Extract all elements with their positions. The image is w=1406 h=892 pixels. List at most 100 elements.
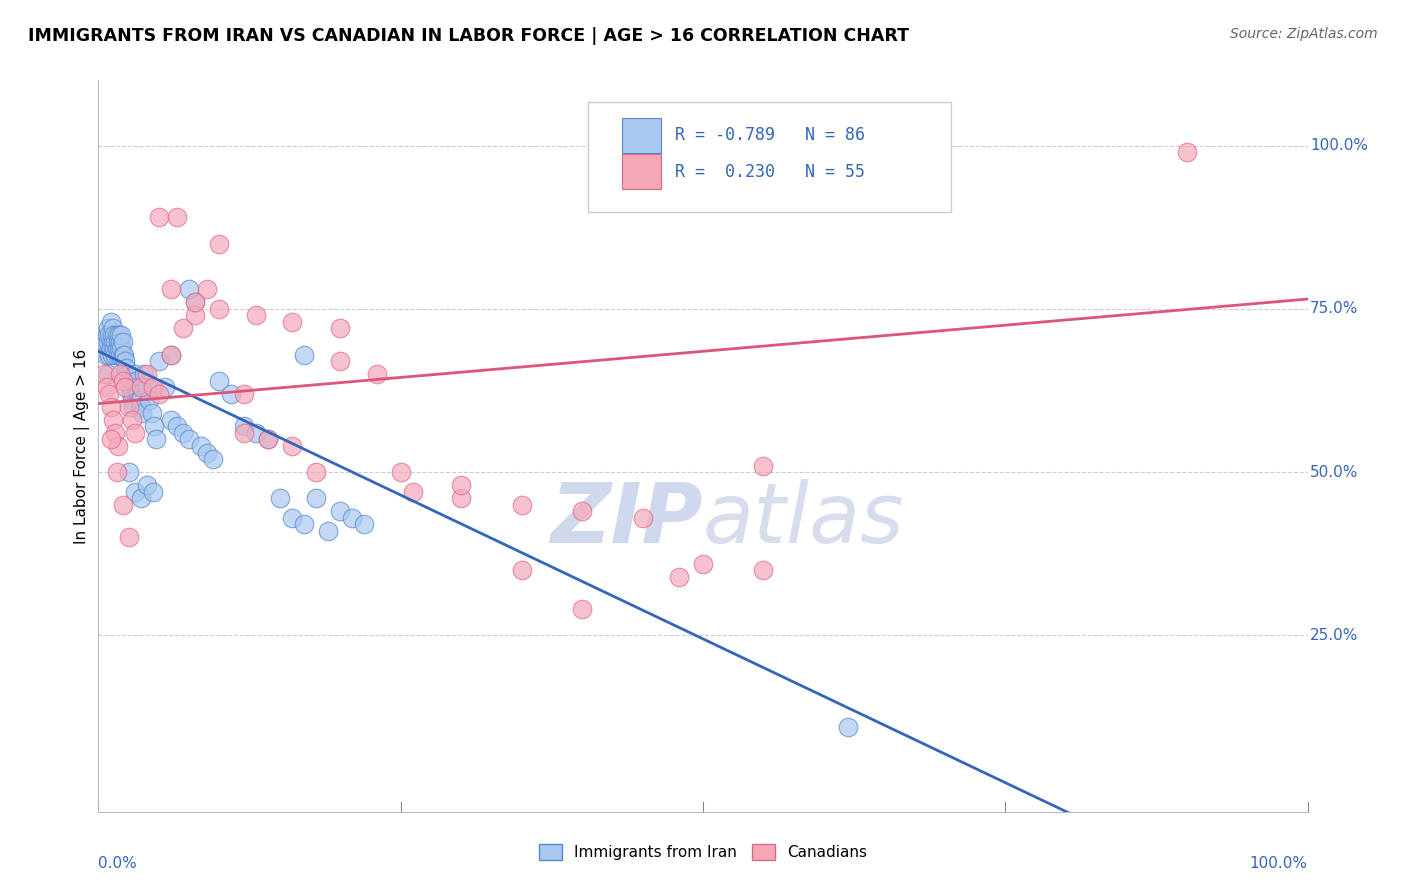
- Point: [221, 386, 243, 401]
- Point: [177, 433, 201, 447]
- Point: [752, 563, 775, 577]
- Point: [124, 425, 146, 440]
- Point: [105, 328, 128, 343]
- Point: [305, 465, 328, 479]
- Point: [145, 433, 167, 447]
- Point: [245, 425, 267, 440]
- Text: 100.0%: 100.0%: [1250, 855, 1308, 871]
- Point: [118, 530, 141, 544]
- Point: [118, 380, 141, 394]
- Point: [510, 563, 533, 577]
- Point: [93, 334, 115, 349]
- Text: R =  0.230   N = 55: R = 0.230 N = 55: [675, 162, 865, 181]
- Point: [105, 341, 128, 355]
- Point: [94, 348, 117, 362]
- Point: [114, 354, 136, 368]
- Point: [93, 367, 115, 381]
- Point: [281, 511, 304, 525]
- Point: [631, 511, 654, 525]
- Point: [316, 524, 339, 538]
- Point: [148, 354, 170, 368]
- Point: [104, 334, 127, 349]
- Point: [232, 425, 254, 440]
- Point: [752, 458, 775, 473]
- Point: [115, 360, 138, 375]
- Point: [108, 341, 131, 355]
- Point: [121, 413, 143, 427]
- Point: [153, 380, 176, 394]
- Text: 25.0%: 25.0%: [1310, 628, 1358, 643]
- Point: [97, 367, 120, 381]
- Y-axis label: In Labor Force | Age > 16: In Labor Force | Age > 16: [75, 349, 90, 543]
- Point: [107, 439, 129, 453]
- Point: [172, 321, 194, 335]
- Point: [329, 354, 352, 368]
- Point: [124, 367, 146, 381]
- Point: [100, 400, 122, 414]
- Point: [129, 380, 152, 394]
- Point: [232, 419, 254, 434]
- Point: [184, 309, 207, 323]
- Point: [131, 406, 153, 420]
- Point: [118, 374, 141, 388]
- Point: [166, 211, 188, 225]
- Point: [305, 491, 328, 506]
- Point: [571, 504, 593, 518]
- Point: [101, 334, 124, 349]
- Text: 50.0%: 50.0%: [1310, 465, 1358, 480]
- Point: [402, 484, 425, 499]
- Point: [98, 386, 121, 401]
- Point: [108, 328, 131, 343]
- Point: [128, 393, 150, 408]
- Point: [101, 413, 124, 427]
- Point: [100, 328, 122, 343]
- Point: [208, 374, 231, 388]
- Point: [292, 517, 315, 532]
- Point: [108, 367, 131, 381]
- Point: [668, 569, 690, 583]
- Point: [195, 282, 218, 296]
- Point: [98, 348, 121, 362]
- Point: [184, 295, 207, 310]
- Point: [97, 334, 120, 349]
- Point: [121, 393, 143, 408]
- Point: [100, 341, 122, 355]
- Point: [134, 367, 156, 381]
- Point: [111, 348, 134, 362]
- Point: [98, 328, 121, 343]
- Point: [329, 504, 352, 518]
- Text: ZIP: ZIP: [550, 479, 703, 559]
- Point: [135, 367, 157, 381]
- Point: [160, 348, 183, 362]
- Point: [510, 498, 533, 512]
- Point: [184, 295, 207, 310]
- Point: [97, 321, 120, 335]
- Point: [135, 478, 157, 492]
- Point: [172, 425, 194, 440]
- Point: [166, 419, 188, 434]
- Point: [195, 445, 218, 459]
- Bar: [621, 118, 661, 153]
- Point: [120, 386, 142, 401]
- Point: [118, 400, 141, 414]
- Point: [103, 341, 125, 355]
- Point: [122, 400, 145, 414]
- Point: [160, 282, 183, 296]
- Bar: [621, 154, 661, 189]
- Point: [202, 452, 225, 467]
- Point: [353, 517, 375, 532]
- Point: [107, 348, 129, 362]
- Text: IMMIGRANTS FROM IRAN VS CANADIAN IN LABOR FORCE | AGE > 16 CORRELATION CHART: IMMIGRANTS FROM IRAN VS CANADIAN IN LABO…: [28, 27, 910, 45]
- Point: [127, 386, 149, 401]
- Point: [342, 511, 364, 525]
- Point: [148, 211, 170, 225]
- Legend: Immigrants from Iran, Canadians: Immigrants from Iran, Canadians: [533, 838, 873, 866]
- Point: [160, 348, 183, 362]
- Point: [143, 419, 166, 434]
- Point: [837, 720, 859, 734]
- Point: [245, 309, 267, 323]
- Point: [96, 328, 118, 343]
- Point: [269, 491, 291, 506]
- Point: [571, 602, 593, 616]
- Text: 75.0%: 75.0%: [1310, 301, 1358, 317]
